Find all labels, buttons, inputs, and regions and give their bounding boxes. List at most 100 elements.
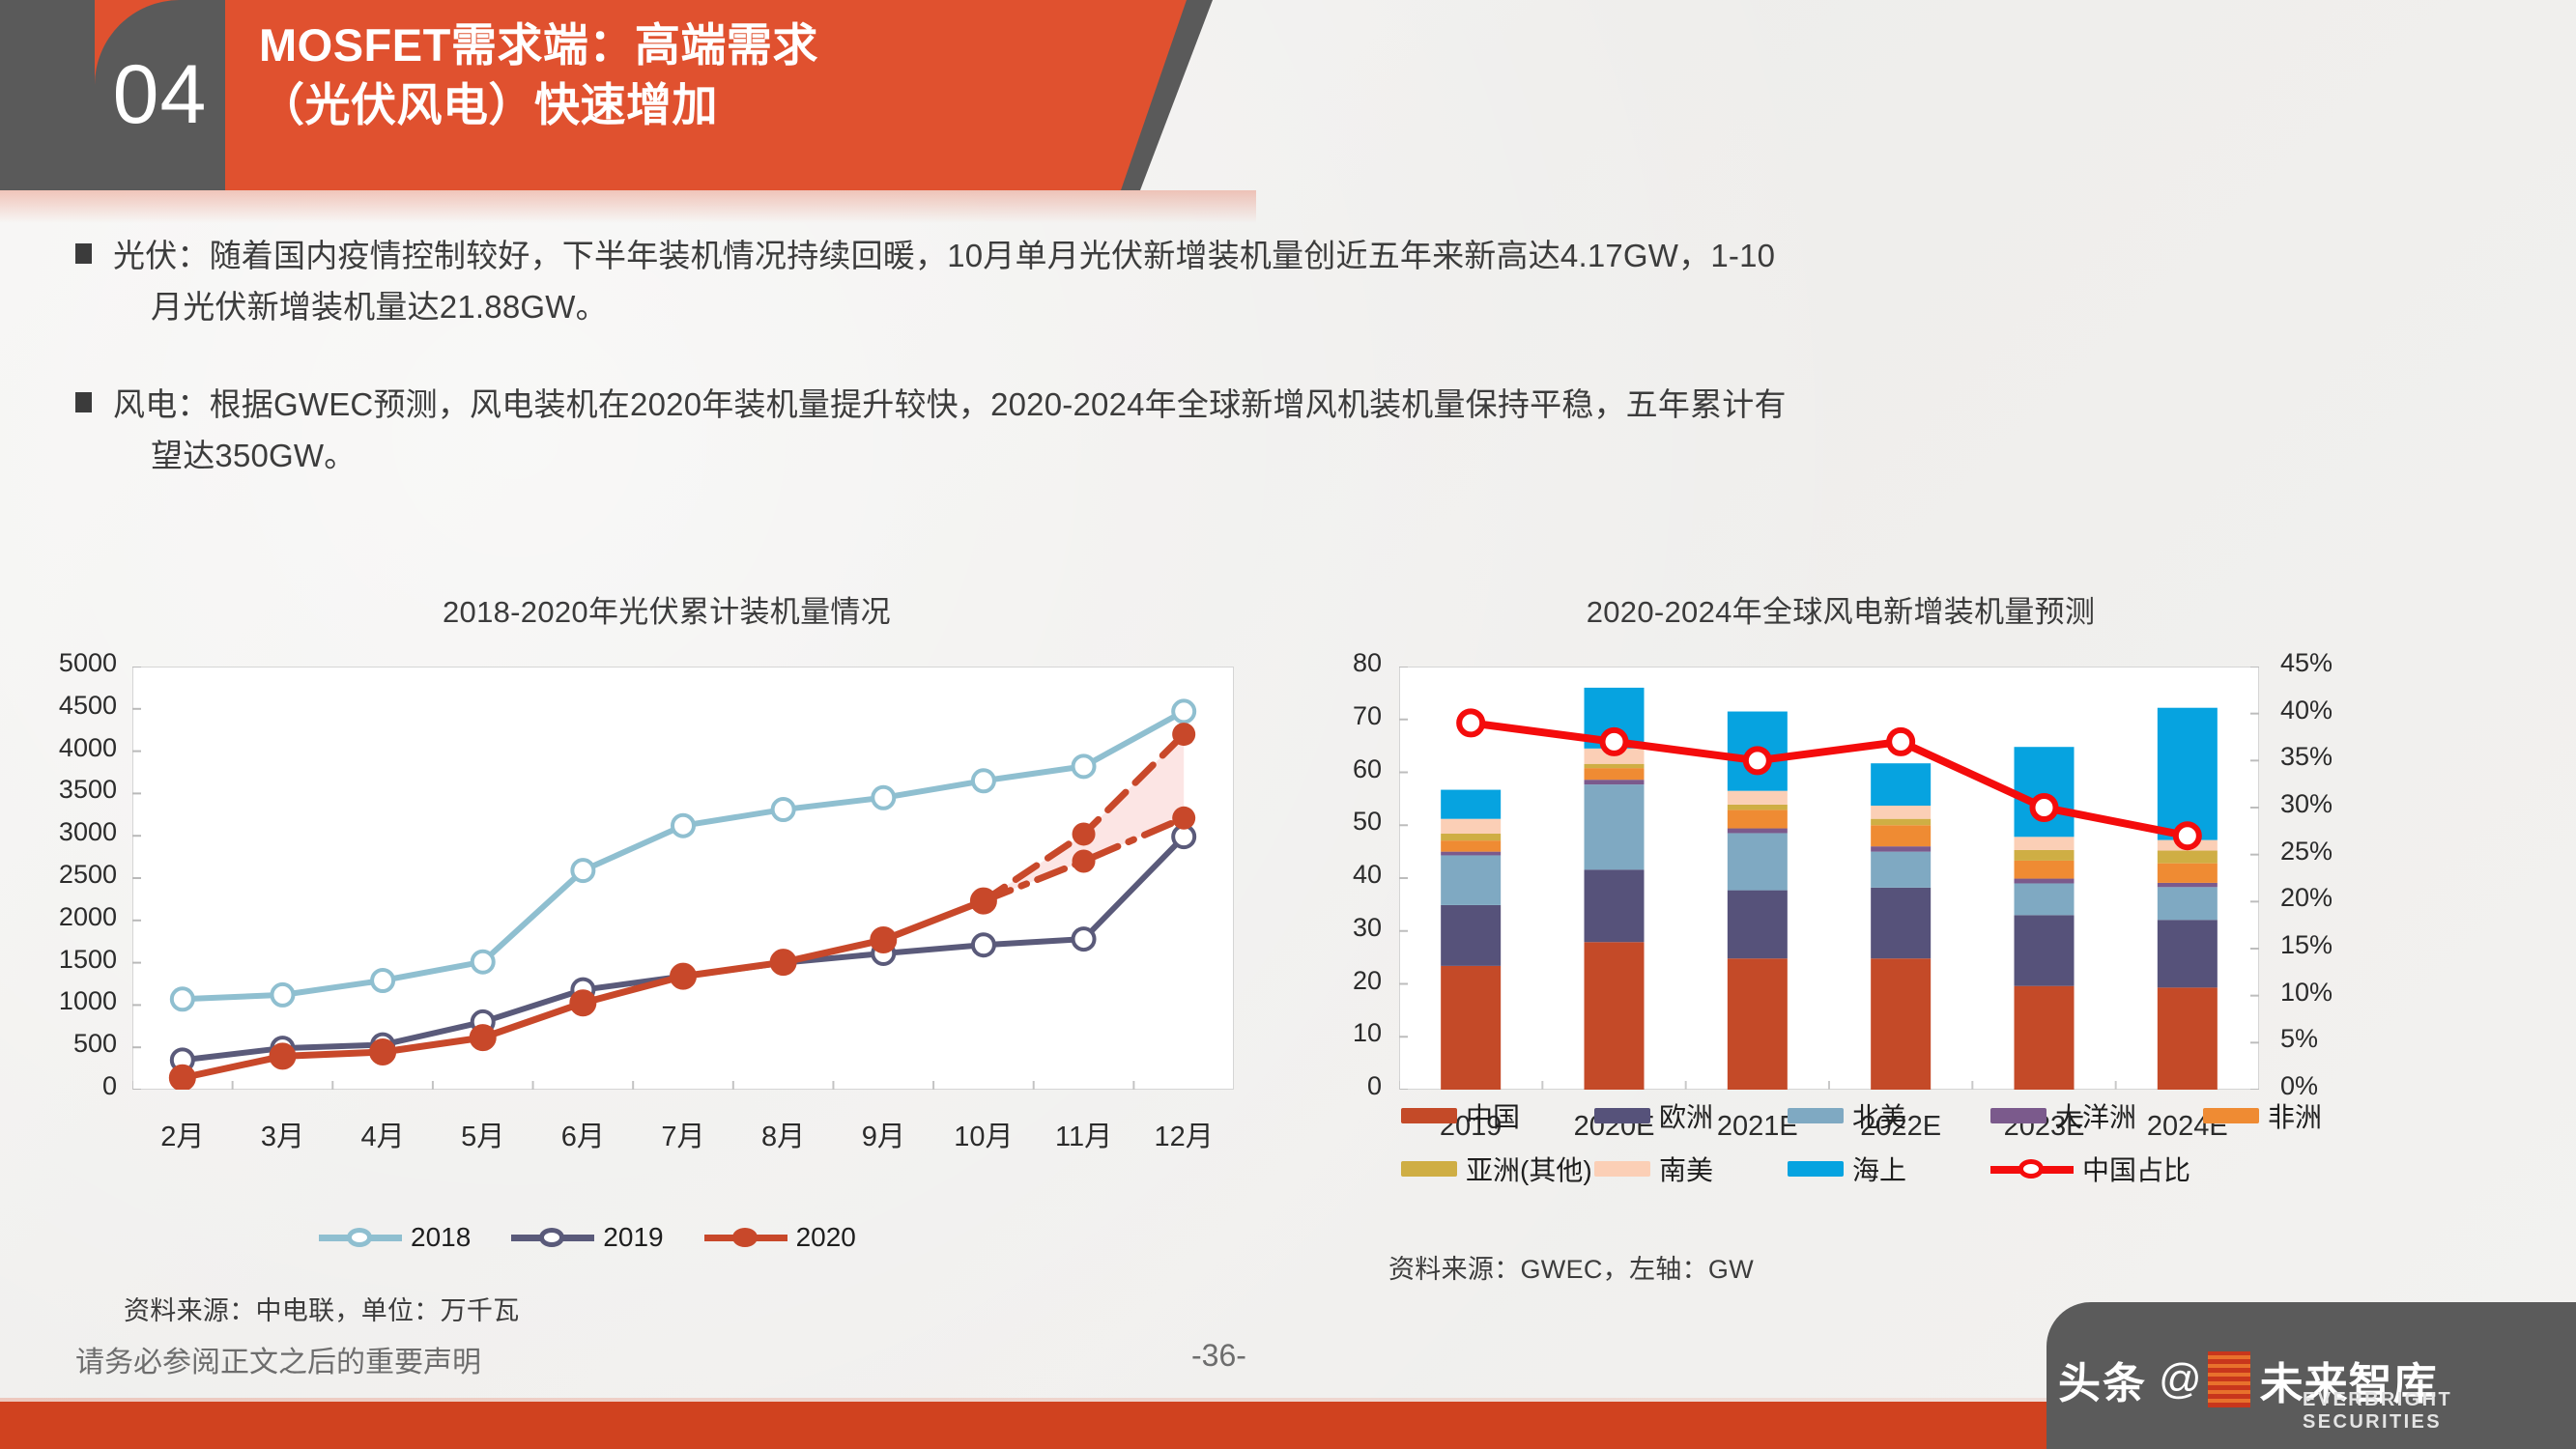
- left-y-tick-label: 2000: [58, 901, 117, 931]
- right-chart-canvas: [1399, 667, 2259, 1090]
- right-legend-item-南美[interactable]: 南美: [1594, 1150, 1713, 1188]
- right-y2-tick-label: 5%: [2280, 1024, 2319, 1054]
- right-y2-tick-label: 15%: [2280, 930, 2333, 959]
- legend-swatch-非洲: [2203, 1108, 2259, 1123]
- left-legend-item-2018[interactable]: 2018: [319, 1222, 471, 1253]
- page-title-line2: （光伏风电）快速增加: [259, 79, 718, 131]
- section-number: 04: [112, 48, 208, 141]
- right-legend-label: 中国: [1466, 1102, 1521, 1132]
- legend-line-marker-icon: [1990, 1157, 2074, 1180]
- left-x-tick-label: 4月: [360, 1122, 405, 1152]
- right-legend-item-北美[interactable]: 北美: [1788, 1096, 1906, 1135]
- header-glow: [0, 190, 1256, 223]
- page-title-line1: MOSFET需求端：高端需求: [259, 19, 818, 71]
- right-y-tick-label: 0: [1366, 1071, 1382, 1100]
- logo-brand-cn: 未来智库: [2259, 1358, 2438, 1408]
- footer-page-number: -36-: [1191, 1338, 1246, 1373]
- left-y-tick-label: 0: [101, 1071, 117, 1100]
- left-y-tick-label: 1500: [58, 944, 117, 974]
- left-y-tick-label: 4500: [58, 690, 117, 720]
- legend-marker: [2018, 1159, 2044, 1179]
- bullet-wind: 风电：根据GWEC预测，风电装机在2020年装机量提升较快，2020-2024年…: [75, 379, 2510, 482]
- right-y-tick-label: 60: [1352, 753, 1382, 783]
- bullet-pv-line2: 月光伏新增装机量达21.88GW。: [151, 289, 608, 326]
- right-y2-tick-label: 20%: [2280, 883, 2333, 913]
- left-x-tick-label: 11月: [1054, 1122, 1113, 1152]
- right-legend-label: 非洲: [2268, 1102, 2323, 1132]
- legend-swatch-南美: [1594, 1161, 1650, 1177]
- left-y-tick-label: 1000: [58, 986, 117, 1016]
- right-y-tick-label: 50: [1352, 807, 1382, 837]
- left-x-tick-label: 6月: [560, 1122, 605, 1152]
- legend-line-marker-icon: [703, 1226, 787, 1249]
- left-x-tick-label: 7月: [661, 1122, 705, 1152]
- right-x-tick-label: 2022E: [1860, 1111, 1942, 1142]
- left-x-tick-label: 5月: [461, 1122, 505, 1152]
- logo-everbright-mark-icon: [2207, 1351, 2250, 1407]
- right-y2-tick-label: 0%: [2280, 1071, 2319, 1100]
- legend-swatch-欧洲: [1594, 1108, 1650, 1123]
- logo-at-icon: @: [2159, 1355, 2202, 1403]
- right-y2-tick-label: 45%: [2280, 648, 2333, 677]
- footer-rule: [0, 1398, 2576, 1402]
- right-legend-item-大洋洲[interactable]: 大洋洲: [1990, 1096, 2136, 1135]
- right-y-tick-label: 80: [1352, 648, 1382, 677]
- right-legend-item-非洲[interactable]: 非洲: [2203, 1096, 2322, 1135]
- right-y-tick-label: 40: [1352, 860, 1382, 889]
- page-title: MOSFET需求端：高端需求 （光伏风电）快速增加: [259, 15, 1158, 135]
- header-orange-band: [95, 0, 1187, 190]
- left-x-tick-label: 3月: [260, 1122, 305, 1152]
- left-y-tick-label: 500: [72, 1029, 117, 1059]
- left-x-tick-label: 12月: [1154, 1122, 1214, 1152]
- right-chart-source: 资料来源：GWEC，左轴：GW: [1388, 1255, 1754, 1284]
- bullet-marker-icon: [75, 243, 92, 264]
- left-legend-item-2020[interactable]: 2020: [703, 1222, 856, 1253]
- right-y-tick-label: 70: [1352, 700, 1382, 730]
- right-y2-tick-label: 35%: [2280, 742, 2333, 772]
- header-number-plate: [95, 0, 225, 190]
- right-legend-label: 欧洲: [1659, 1102, 1714, 1132]
- left-legend-item-2019[interactable]: 2019: [511, 1222, 664, 1253]
- right-legend-item-欧洲[interactable]: 欧洲: [1594, 1096, 1713, 1135]
- left-legend-label: 2019: [603, 1222, 664, 1252]
- legend-swatch-大洋洲: [1990, 1108, 2046, 1123]
- right-legend-label: 中国占比: [2082, 1155, 2191, 1185]
- right-legend-item-中国占比[interactable]: 中国占比: [1990, 1150, 2190, 1188]
- right-legend-item-亚洲(其他)[interactable]: 亚洲(其他): [1401, 1150, 1592, 1188]
- legend-swatch-北美: [1788, 1108, 1844, 1123]
- left-y-tick-label: 2500: [58, 860, 117, 889]
- right-y2-tick-label: 10%: [2280, 977, 2333, 1007]
- legend-marker: [731, 1228, 758, 1247]
- legend-swatch-中国: [1401, 1108, 1457, 1123]
- left-chart-legend: 2018 2019 2020: [319, 1222, 856, 1253]
- legend-marker: [347, 1228, 372, 1247]
- bullet-marker-icon: [75, 392, 92, 412]
- right-legend-label: 大洋洲: [2055, 1102, 2137, 1132]
- right-y2-tick-label: 40%: [2280, 695, 2333, 724]
- left-y-tick-label: 3000: [58, 817, 117, 847]
- right-legend-item-海上[interactable]: 海上: [1788, 1150, 1906, 1188]
- left-chart-title: 2018-2020年光伏累计装机量情况: [443, 595, 891, 629]
- logo-toutiao-text: 头条: [2058, 1360, 2147, 1407]
- legend-swatch-亚洲(其他): [1401, 1161, 1457, 1177]
- bullet-wind-line2: 望达350GW。: [151, 438, 357, 474]
- logo-plate: [2046, 1302, 2576, 1449]
- left-x-tick-label: 2月: [160, 1122, 205, 1152]
- left-y-tick-label: 5000: [58, 648, 117, 677]
- bullet-wind-text: 风电：根据GWEC预测，风电装机在2020年装机量提升较快，2020-2024年…: [113, 379, 1787, 482]
- left-y-tick-label: 3500: [58, 775, 117, 805]
- right-legend-label: 南美: [1659, 1155, 1714, 1185]
- left-legend-label: 2018: [411, 1222, 472, 1252]
- logo: 头条 @ 未来智库: [2058, 1331, 2561, 1428]
- right-y-tick-label: 30: [1352, 912, 1382, 942]
- right-y2-tick-label: 30%: [2280, 789, 2333, 818]
- bullet-pv-text: 光伏：随着国内疫情控制较好，下半年装机情况持续回暖，10月单月光伏新增装机量创近…: [113, 230, 1775, 333]
- footer-disclaimer: 请务必参阅正文之后的重要声明: [75, 1347, 481, 1378]
- left-y-tick-label: 4000: [58, 732, 117, 762]
- right-legend-label: 海上: [1852, 1155, 1907, 1185]
- logo-brand-en: EVERBRIGHT SECURITIES: [2303, 1389, 2453, 1433]
- left-chart-canvas: [132, 667, 1197, 1090]
- left-x-tick-label: 9月: [861, 1122, 905, 1152]
- right-legend-item-中国[interactable]: 中国: [1401, 1096, 1520, 1135]
